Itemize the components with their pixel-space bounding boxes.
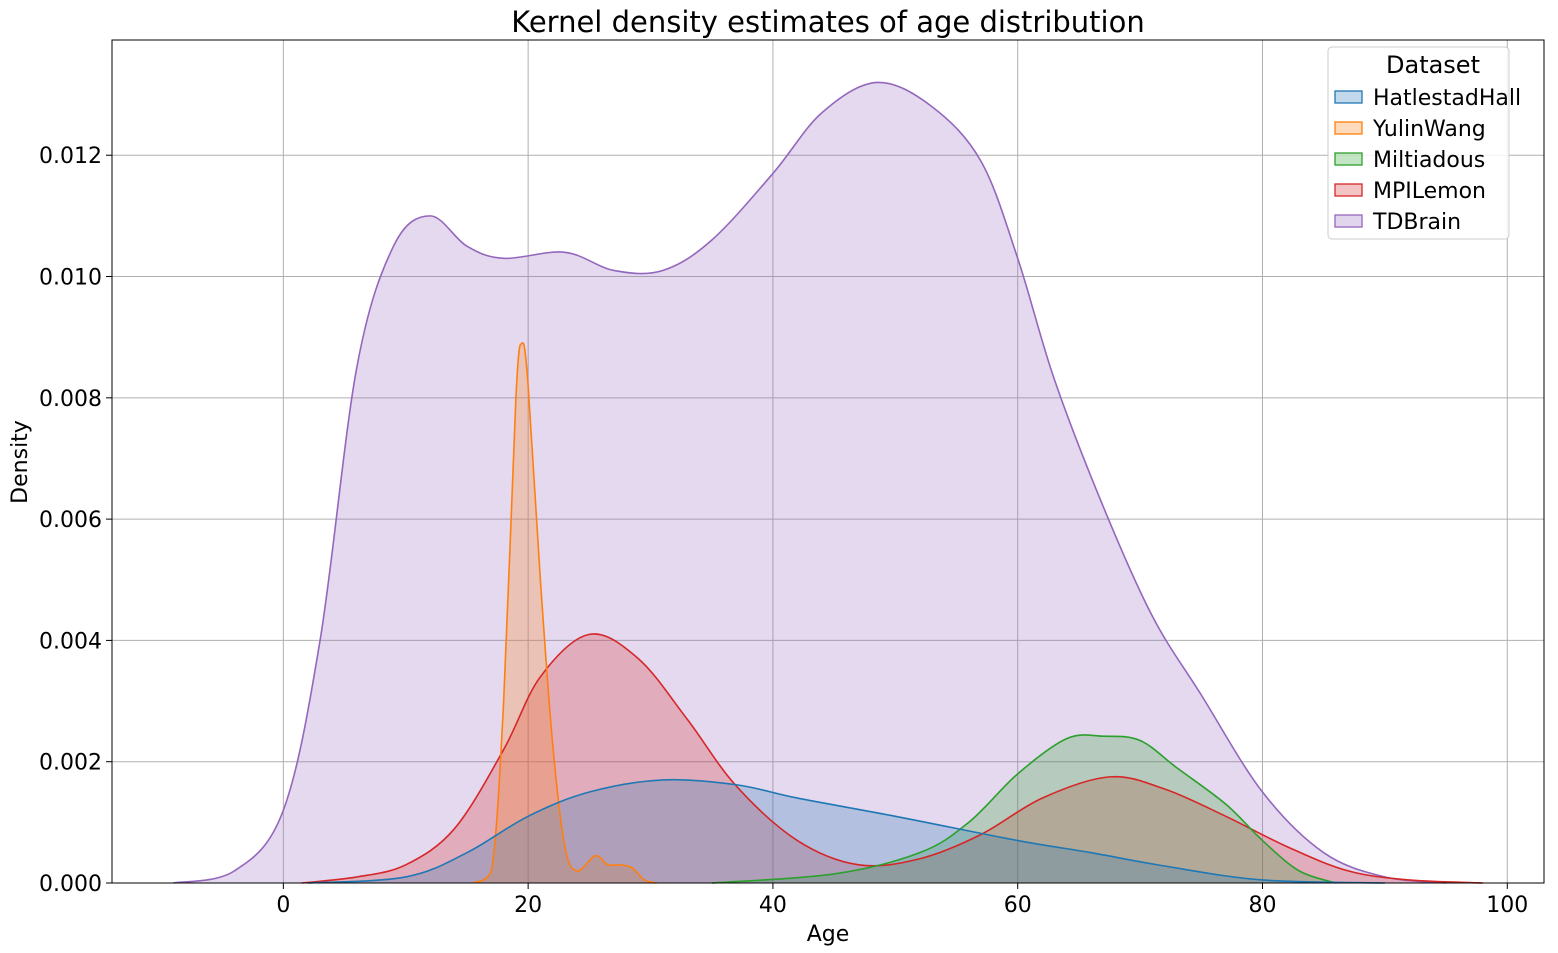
legend-swatch-miltiadous xyxy=(1334,152,1363,166)
line-yulinwang xyxy=(472,342,657,884)
legend-label-mpilemon: MPILemon xyxy=(1373,179,1486,204)
line-miltiadous xyxy=(711,734,1337,884)
legend-label-miltiadous: Miltiadous xyxy=(1373,148,1485,173)
area-tdbrain xyxy=(173,82,1447,884)
plot-frame xyxy=(111,39,1545,884)
legend-label-tdbrain: TDBrain xyxy=(1372,210,1461,235)
y-axis-label: Density xyxy=(8,420,33,504)
density-lines xyxy=(173,81,1483,884)
x-tick-label: 20 xyxy=(514,893,542,918)
area-mpilemon xyxy=(301,633,1483,883)
legend-box xyxy=(1327,46,1510,240)
density-areas xyxy=(173,82,1483,884)
line-mpilemon xyxy=(301,633,1483,884)
x-tick-label: 100 xyxy=(1486,893,1528,918)
x-axis-ticks: 0 20 40 60 80 100 xyxy=(276,883,1528,918)
legend: Dataset HatlestadHall YulinWang Miltiadous… xyxy=(1327,46,1521,240)
y-tick-label: 0.008 xyxy=(39,387,102,412)
legend-swatch-yulinwang xyxy=(1334,121,1363,135)
legend-items: HatlestadHall YulinWang Miltiadous MPILemon… xyxy=(1334,86,1521,235)
y-tick-label: 0.002 xyxy=(39,751,102,776)
line-tdbrain xyxy=(173,81,1447,884)
area-hatlestadhall xyxy=(307,779,1385,883)
y-tick-label: 0.006 xyxy=(39,508,102,533)
area-yulinwang xyxy=(473,342,657,883)
chart-title: Kernel density estimates of age distribu… xyxy=(511,5,1144,39)
x-tick-label: 40 xyxy=(759,893,787,918)
y-tick-label: 0.010 xyxy=(39,266,102,291)
x-tick-label: 60 xyxy=(1004,893,1032,918)
legend-swatch-hatlestadhall xyxy=(1334,90,1363,104)
y-tick-label: 0.000 xyxy=(39,872,102,897)
legend-label-yulinwang: YulinWang xyxy=(1372,117,1486,142)
y-axis-ticks: 0.000 0.002 0.004 0.006 0.008 0.010 0.012 xyxy=(39,144,112,897)
y-tick-label: 0.012 xyxy=(39,144,102,169)
x-axis-label: Age xyxy=(807,922,850,947)
legend-swatch-mpilemon xyxy=(1334,183,1363,197)
x-tick-label: 80 xyxy=(1248,893,1276,918)
y-tick-label: 0.004 xyxy=(39,629,102,654)
x-tick-label: 0 xyxy=(276,893,290,918)
legend-swatch-tdbrain xyxy=(1334,214,1363,228)
line-hatlestadhall xyxy=(307,778,1385,884)
legend-label-hatlestadhall: HatlestadHall xyxy=(1373,86,1521,111)
legend-title: Dataset xyxy=(1386,51,1480,79)
